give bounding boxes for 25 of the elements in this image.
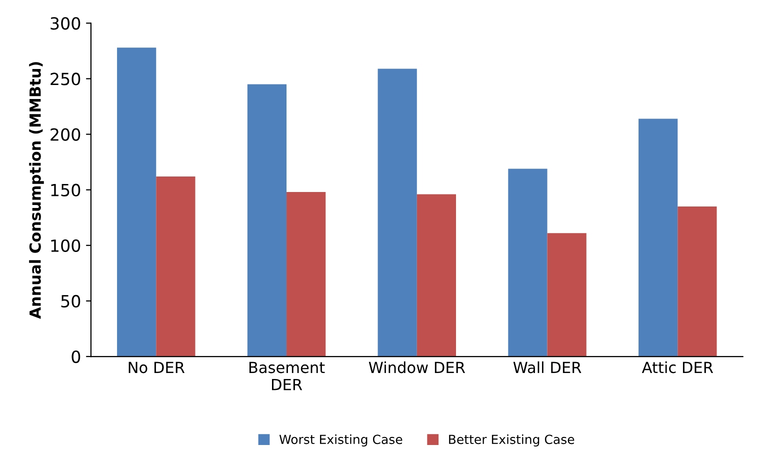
x-tick-label: Wall DER <box>513 361 582 374</box>
y-tick-label: 50 <box>61 294 80 308</box>
x-tick-label: Window DER <box>368 361 466 374</box>
y-tick-label: 100 <box>51 239 80 252</box>
bar <box>678 206 717 357</box>
bar <box>286 192 326 357</box>
y-tick-label: 250 <box>50 72 80 86</box>
y-tick-label: 200 <box>50 128 80 141</box>
y-tick-label: 300 <box>50 17 80 30</box>
y-tick-label: 0 <box>72 350 80 364</box>
bar <box>547 233 586 357</box>
x-tick-label: No DER <box>128 362 185 374</box>
x-tick-label: Basement DER <box>249 362 325 390</box>
bar <box>156 176 196 357</box>
bar <box>638 118 678 357</box>
bar <box>416 194 456 357</box>
bar <box>117 48 156 357</box>
y-axis-title: Annual Consumption (MMBtu) <box>29 62 44 319</box>
x-tick-label: Attic DER <box>642 361 714 374</box>
legend-label: Better Existing Case <box>449 434 574 447</box>
bar <box>508 168 548 357</box>
legend-label: Worst Existing Case <box>279 434 402 447</box>
bar <box>247 84 287 357</box>
y-tick-label: 150 <box>51 184 80 196</box>
bar <box>378 68 417 357</box>
